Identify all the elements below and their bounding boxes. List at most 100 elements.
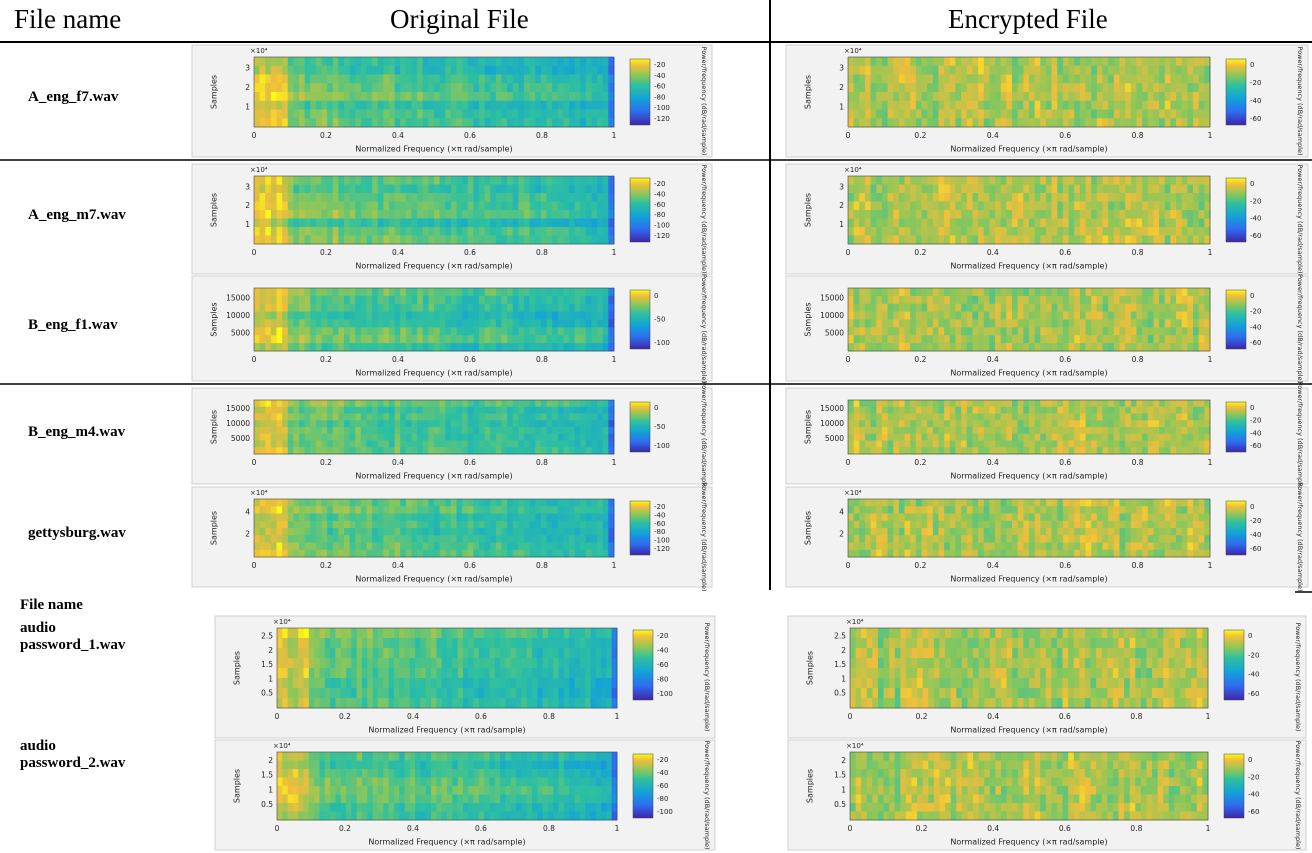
spectrogram-cell: [333, 118, 339, 127]
spectrogram-cell: [1074, 288, 1080, 296]
spectrogram-cell: [1006, 414, 1012, 421]
spectrogram-cell: [558, 499, 564, 507]
spectrogram-cell: [299, 514, 305, 522]
spectrogram-cell: [1165, 83, 1171, 92]
spectrogram-cell: [1074, 420, 1080, 427]
spectrogram-cell: [563, 535, 569, 543]
colorbar-tick-label: -50: [654, 423, 665, 431]
spectrogram-cell: [350, 343, 356, 351]
spectrogram-cell: [1086, 407, 1092, 414]
spectrogram-cell: [277, 499, 283, 507]
spectrogram-cell: [1187, 288, 1193, 296]
spectrogram-cell: [479, 219, 485, 228]
spectrogram-cell: [316, 343, 322, 351]
spectrogram-cell: [462, 288, 468, 296]
spectrogram-cell: [1091, 414, 1097, 421]
spectrogram-cell: [412, 304, 418, 312]
spectrogram-cell: [462, 427, 468, 434]
spectrogram-cell: [1193, 236, 1199, 245]
spectrogram-cell: [485, 312, 491, 320]
spectrogram-cell: [1086, 193, 1092, 202]
spectrogram-cell: [569, 227, 575, 236]
spectrogram-cell: [282, 219, 288, 228]
spectrogram-cell: [1080, 110, 1086, 119]
spectrogram-cell: [1108, 312, 1114, 320]
spectrogram-cell: [361, 210, 367, 219]
spectrogram-cell: [569, 304, 575, 312]
spectrogram-cell: [967, 185, 973, 194]
spectrogram-cell: [367, 193, 373, 202]
spectrogram-cell: [496, 83, 502, 92]
spectrogram-cell: [927, 185, 933, 194]
spectrogram-cell: [288, 528, 294, 536]
spectrogram-cell: [344, 441, 350, 448]
spectrogram-cell: [1006, 118, 1012, 127]
spectrogram-cell: [490, 499, 496, 507]
spectrogram-cell: [592, 92, 598, 101]
spectrogram-cell: [876, 118, 882, 127]
spectrogram-cell: [355, 193, 361, 202]
spectrogram-cell: [496, 441, 502, 448]
spectrogram-cell: [876, 528, 882, 536]
spectrogram-cell: [260, 499, 266, 507]
spectrogram-cell: [1170, 83, 1176, 92]
spectrogram-cell: [558, 219, 564, 228]
spectrogram-cell: [1159, 185, 1165, 194]
spectrogram-cell: [882, 57, 888, 66]
spectrogram-cell: [865, 543, 871, 551]
spectrogram-cell: [859, 320, 865, 328]
spectrogram-cell: [400, 185, 406, 194]
spectrogram-cell: [950, 506, 956, 514]
spectrogram-cell: [910, 506, 916, 514]
spectrogram-cell: [440, 320, 446, 328]
spectrogram-cell: [1114, 441, 1120, 448]
spectrogram-cell: [1153, 75, 1159, 84]
spectrogram-cell: [597, 101, 603, 110]
spectrogram-cell: [412, 288, 418, 296]
spectrogram-cell: [417, 185, 423, 194]
spectrogram-cell: [1046, 447, 1052, 454]
spectrogram-cell: [457, 185, 463, 194]
spectrogram-cell: [327, 185, 333, 194]
spectrogram-cell: [1165, 227, 1171, 236]
spectrogram-cell: [316, 327, 322, 335]
spectrogram-cell: [1182, 176, 1188, 185]
spectrogram-cell: [950, 420, 956, 427]
spectrogram-cell: [518, 528, 524, 536]
spectrogram-cell: [580, 219, 586, 228]
spectrogram-cell: [933, 176, 939, 185]
spectrogram-cell: [1069, 296, 1075, 304]
spectrogram-cell: [563, 343, 569, 351]
spectrogram-cell: [541, 543, 547, 551]
spectrogram-cell: [1148, 312, 1154, 320]
spectrogram-cell: [417, 343, 423, 351]
spectrogram-cell: [462, 236, 468, 245]
spectrogram-cell: [1012, 343, 1018, 351]
spectrogram-cell: [882, 176, 888, 185]
spectrogram-cell: [955, 407, 961, 414]
spectrogram-cell: [865, 176, 871, 185]
spectrogram-cell: [1108, 176, 1114, 185]
spectrogram-cell: [468, 420, 474, 427]
spectrogram-cell: [1182, 296, 1188, 304]
spectrogram-cell: [305, 193, 311, 202]
spectrogram-cell: [1018, 407, 1024, 414]
spectrogram-cell: [507, 296, 513, 304]
spectrogram-cell: [293, 335, 299, 343]
spectrogram-cell: [451, 66, 457, 75]
spectrogram-cell: [361, 434, 367, 441]
spectrogram-cell: [462, 185, 468, 194]
spectrogram-cell: [1052, 193, 1058, 202]
spectrogram-cell: [412, 550, 418, 558]
spectrogram-cell: [1029, 447, 1035, 454]
spectrogram-cell: [1193, 400, 1199, 407]
spectrogram-cell: [1165, 447, 1171, 454]
spectrogram-cell: [535, 118, 541, 127]
spectrogram-cell: [271, 66, 277, 75]
spectrogram-cell: [575, 101, 581, 110]
spectrogram-cell: [910, 320, 916, 328]
spectrogram-cell: [1153, 400, 1159, 407]
spectrogram-cell: [569, 83, 575, 92]
spectrogram-cell: [995, 320, 1001, 328]
spectrogram-cell: [1176, 219, 1182, 228]
